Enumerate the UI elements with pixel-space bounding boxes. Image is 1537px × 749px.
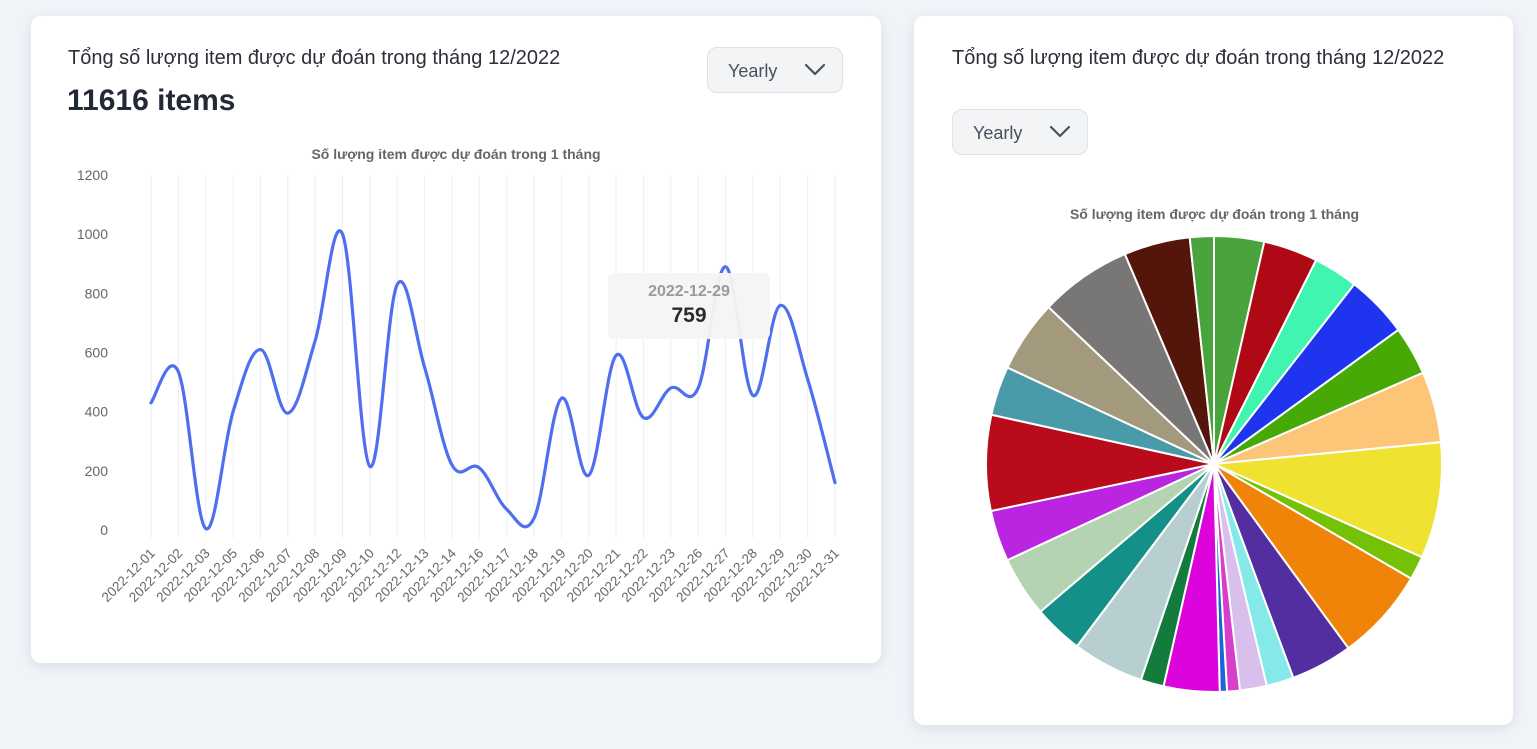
pie-chart xyxy=(985,234,1443,693)
tooltip-date: 2022-12-29 xyxy=(648,283,730,300)
card-title: Tổng số lượng item được dự đoán trong th… xyxy=(952,47,1445,69)
tooltip: 2022-12-29 759 xyxy=(608,273,770,339)
y-tick-label: 400 xyxy=(85,404,109,420)
line-chart-title: Số lượng item được dự đoán trong 1 tháng xyxy=(311,146,601,162)
period-dropdown[interactable]: Yearly xyxy=(707,47,843,93)
card-title: Tổng số lượng item được dự đoán trong th… xyxy=(68,47,561,69)
y-tick-label: 1200 xyxy=(77,167,108,183)
dropdown-value: Yearly xyxy=(728,61,778,81)
y-tick-label: 600 xyxy=(85,345,109,361)
y-tick-label: 1000 xyxy=(77,226,108,242)
chevron-down-icon xyxy=(804,63,826,76)
chevron-down-icon xyxy=(1049,125,1071,138)
pie-chart-title: Số lượng item được dự đoán trong 1 tháng xyxy=(1069,206,1360,222)
total-items: 11616 items xyxy=(67,84,236,117)
y-tick-label: 800 xyxy=(85,285,109,301)
line-series xyxy=(149,229,837,531)
pie-slice[interactable] xyxy=(1210,441,1443,559)
period-dropdown[interactable]: Yearly xyxy=(952,109,1088,155)
y-tick-label: 0 xyxy=(100,522,108,538)
pie-slice[interactable] xyxy=(1188,234,1215,465)
y-tick-label: 200 xyxy=(85,463,109,479)
dropdown-value: Yearly xyxy=(973,123,1023,143)
pie-chart-card: Tổng số lượng item được dự đoán trong th… xyxy=(914,16,1513,725)
tooltip-value: 759 xyxy=(671,304,707,327)
line-chart-card: Tổng số lượng item được dự đoán trong th… xyxy=(31,16,881,663)
